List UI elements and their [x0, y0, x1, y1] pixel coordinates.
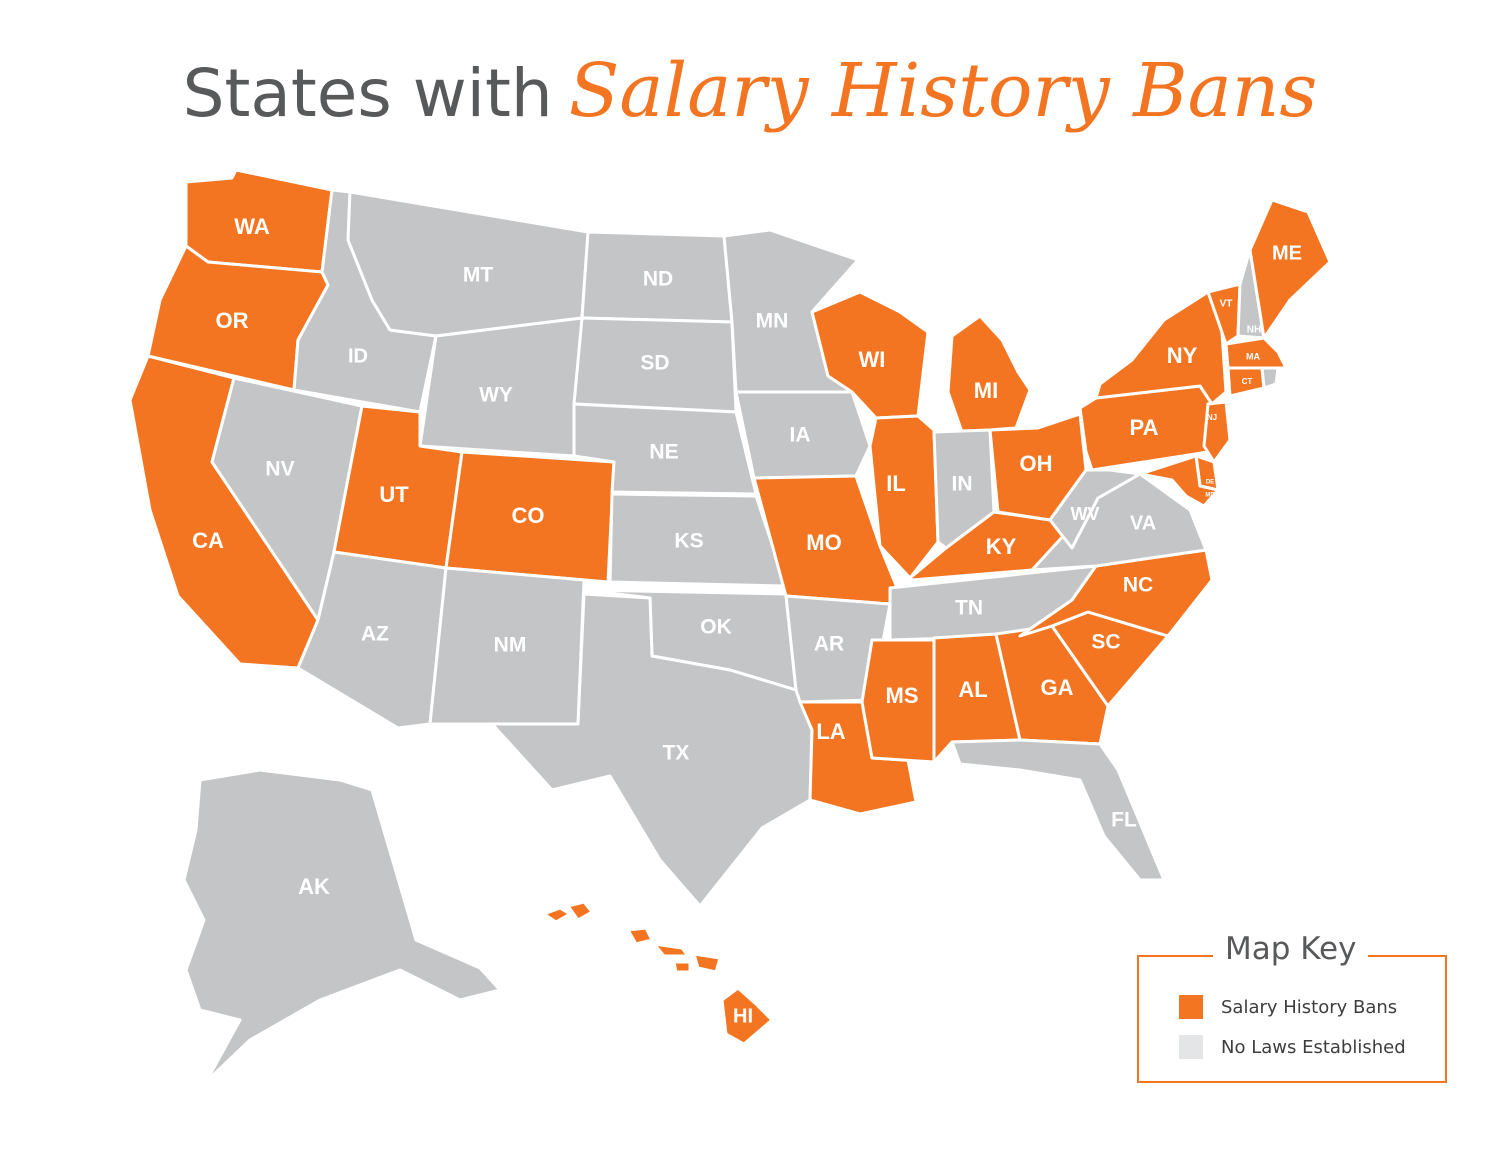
map-legend: Map Key Salary History Bans No Laws Esta…	[1137, 931, 1447, 1083]
state-hi[interactable]	[542, 900, 774, 1046]
state-ny[interactable]	[1094, 290, 1228, 406]
state-label-ne: NE	[649, 441, 678, 464]
state-label-me: ME	[1272, 242, 1302, 264]
state-label-mn: MN	[756, 310, 789, 333]
legend-title: Map Key	[1213, 931, 1369, 967]
state-mi[interactable]	[946, 314, 1032, 434]
state-nj[interactable]	[1202, 400, 1232, 464]
state-label-hi: HI	[733, 1005, 753, 1027]
legend-swatch-ban	[1179, 995, 1203, 1019]
state-fl[interactable]	[950, 738, 1166, 882]
state-label-oh: OH	[1020, 451, 1053, 476]
state-label-mt: MT	[463, 264, 493, 287]
state-label-ct: CT	[1242, 377, 1253, 386]
state-label-nc: NC	[1123, 574, 1153, 597]
state-label-wi: WI	[859, 347, 886, 372]
state-label-vt: VT	[1220, 299, 1233, 310]
legend-label-none: No Laws Established	[1221, 1036, 1406, 1058]
state-label-nm: NM	[494, 634, 527, 657]
state-label-fl: FL	[1111, 809, 1137, 832]
state-tx[interactable]	[490, 592, 814, 908]
state-label-nv: NV	[265, 458, 294, 481]
state-shapes	[128, 168, 1332, 1084]
state-label-ok: OK	[700, 616, 732, 639]
state-label-ny: NY	[1167, 343, 1198, 368]
state-il[interactable]	[868, 414, 940, 580]
state-ri[interactable]	[1260, 366, 1280, 390]
state-label-or: OR	[216, 308, 249, 333]
state-md[interactable]	[1138, 454, 1220, 508]
state-label-co: CO	[512, 503, 545, 528]
map-title: States with Salary History Bans	[0, 48, 1500, 134]
state-label-wy: WY	[479, 384, 513, 407]
state-ak[interactable]	[182, 768, 502, 1084]
state-label-ky: KY	[986, 534, 1017, 559]
state-co[interactable]	[444, 450, 616, 584]
state-label-sd: SD	[640, 352, 669, 375]
state-label-az: AZ	[361, 623, 389, 646]
state-label-ut: UT	[379, 482, 409, 507]
state-label-sc: SC	[1091, 631, 1120, 654]
state-label-va: VA	[1130, 512, 1156, 534]
state-label-nd: ND	[643, 268, 673, 291]
state-label-nj: NJ	[1207, 413, 1217, 422]
state-label-md: MD	[1205, 493, 1215, 499]
state-label-ks: KS	[674, 530, 703, 553]
state-label-pa: PA	[1130, 415, 1159, 440]
state-label-ar: AR	[814, 633, 844, 656]
state-label-ga: GA	[1041, 675, 1074, 700]
state-label-wa: WA	[234, 214, 270, 239]
state-label-ma: MA	[1246, 351, 1260, 361]
state-nc[interactable]	[1018, 548, 1214, 638]
state-label-ak: AK	[298, 874, 330, 899]
state-label-wv: WV	[1071, 504, 1100, 524]
state-label-ms: MS	[886, 683, 919, 708]
state-label-tn: TN	[955, 597, 983, 620]
state-label-nh: NH	[1247, 325, 1261, 336]
state-label-id: ID	[348, 345, 368, 367]
legend-label-ban: Salary History Bans	[1221, 996, 1398, 1018]
legend-item-no-laws-established: No Laws Established	[1179, 1034, 1406, 1060]
state-me[interactable]	[1248, 198, 1332, 340]
title-accent-text: Salary History Bans	[568, 48, 1318, 134]
state-ms[interactable]	[860, 638, 936, 764]
state-labels: WA OR CA ID NV MT WY UT CO AZ NM ND SD NE KS OK TX MN IA MO…	[192, 214, 1302, 1027]
state-ia[interactable]	[734, 390, 872, 480]
state-label-in: IN	[952, 473, 973, 496]
title-plain-text: States with	[182, 55, 553, 132]
state-label-il: IL	[886, 471, 906, 496]
state-label-ia: IA	[790, 424, 811, 447]
legend-item-salary-history-bans: Salary History Bans	[1179, 994, 1397, 1020]
legend-swatch-none	[1179, 1035, 1203, 1059]
state-label-tx: TX	[663, 742, 690, 765]
state-label-mi: MI	[974, 378, 998, 403]
state-ne[interactable]	[572, 402, 758, 496]
state-label-ca: CA	[192, 528, 224, 553]
state-label-la: LA	[816, 719, 845, 744]
state-label-de: DE	[1206, 480, 1214, 486]
state-ma[interactable]	[1224, 336, 1288, 370]
state-label-al: AL	[958, 677, 987, 702]
state-label-mo: MO	[806, 530, 841, 555]
